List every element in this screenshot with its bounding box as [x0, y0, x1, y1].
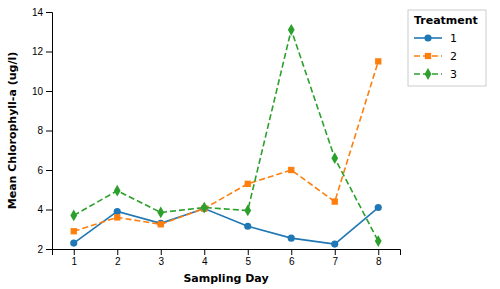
- x-tick: 7: [332, 249, 338, 267]
- x-tick: 6: [289, 249, 295, 267]
- y-tick-label: 14: [32, 7, 44, 18]
- y-tick-label: 4: [37, 204, 43, 215]
- series-point: [70, 240, 77, 247]
- series-point: [375, 235, 382, 247]
- x-axis: 1 2 3 4 5 6 7 8: [53, 249, 401, 267]
- x-tick-label: 1: [71, 256, 77, 267]
- x-tick-mark: [335, 249, 336, 255]
- series-point: [331, 240, 338, 247]
- y-tick-label: 2: [37, 244, 43, 255]
- x-tick-label: 7: [332, 256, 338, 267]
- y-tick-mark: [46, 170, 52, 171]
- x-tick: 2: [115, 249, 121, 267]
- x-tick-label: 3: [158, 256, 164, 267]
- x-tick: 3: [158, 249, 164, 267]
- x-tick-mark: [291, 249, 292, 255]
- x-tick: 8: [376, 249, 382, 267]
- series-point: [114, 185, 121, 197]
- y-tick-mark: [46, 131, 52, 132]
- series-line: [74, 61, 379, 231]
- series-point: [244, 205, 251, 217]
- y-tick-mark: [46, 210, 52, 211]
- x-tick-mark: [378, 249, 379, 255]
- legend-swatch-marker: [425, 53, 431, 59]
- y-axis-title: Mean Chlorophyll-a (ug/l): [6, 52, 19, 210]
- plot: 123456782468101214Sampling DayMean Chlor…: [6, 7, 401, 285]
- legend: Treatment 1 2 3: [408, 10, 486, 86]
- x-tick-mark: [204, 249, 205, 255]
- series-point: [158, 221, 164, 227]
- y-tick-mark: [46, 249, 52, 250]
- series-point: [288, 167, 294, 173]
- series-line: [74, 208, 379, 245]
- series-point: [71, 228, 77, 234]
- legend-entry: 3: [414, 68, 457, 81]
- y-axis: 2 4 6 8 10 12 14: [32, 7, 53, 255]
- series-point: [375, 204, 382, 211]
- series-point: [157, 220, 164, 227]
- series-point: [331, 152, 338, 164]
- x-tick-label: 6: [289, 256, 295, 267]
- legend-label: 2: [450, 50, 457, 63]
- y-tick: 2: [37, 244, 52, 255]
- x-axis-title: Sampling Day: [183, 272, 268, 285]
- y-tick-label: 12: [32, 46, 44, 57]
- y-tick: 6: [37, 165, 52, 176]
- x-tick-label: 4: [202, 256, 208, 267]
- legend-title: Treatment: [414, 14, 478, 27]
- x-tick: 4: [202, 249, 208, 267]
- y-tick-label: 8: [37, 125, 43, 136]
- x-axis-line: [53, 250, 401, 256]
- series-point: [114, 208, 121, 215]
- y-tick: 10: [32, 86, 52, 97]
- series-point: [244, 223, 251, 230]
- y-tick-mark: [46, 91, 52, 92]
- chart: 123456782468101214Sampling DayMean Chlor…: [0, 0, 500, 289]
- series-point: [245, 181, 251, 187]
- x-tick-label: 8: [376, 256, 382, 267]
- series-point: [114, 214, 120, 220]
- series-point: [288, 24, 295, 36]
- y-axis-line: [46, 13, 53, 250]
- series-point: [375, 58, 381, 64]
- y-tick: 8: [37, 125, 52, 136]
- y-tick-mark: [46, 52, 52, 53]
- legend-entry: 2: [414, 50, 457, 63]
- series-point: [201, 202, 208, 214]
- y-tick-label: 10: [32, 86, 44, 97]
- legend-frame: [408, 10, 486, 86]
- x-tick-mark: [117, 249, 118, 255]
- x-tick: 5: [245, 249, 251, 267]
- series-point: [157, 207, 164, 219]
- x-tick-mark: [74, 249, 75, 255]
- marks: [70, 24, 382, 248]
- x-tick-mark: [161, 249, 162, 255]
- x-tick-label: 2: [115, 256, 121, 267]
- series-point: [288, 235, 295, 242]
- y-tick-mark: [46, 12, 52, 13]
- legend-label: 3: [450, 68, 457, 81]
- series-point: [332, 198, 338, 204]
- y-tick: 12: [32, 46, 52, 57]
- series-line: [74, 30, 379, 241]
- legend-entry: 1: [414, 32, 457, 45]
- x-tick: 1: [71, 249, 77, 267]
- x-tick-mark: [248, 249, 249, 255]
- y-tick-label: 6: [37, 165, 43, 176]
- x-tick-label: 5: [245, 256, 251, 267]
- legend-swatch-marker: [425, 68, 432, 80]
- legend-swatch-marker: [424, 34, 431, 41]
- series-point: [70, 210, 77, 222]
- legend-label: 1: [450, 32, 457, 45]
- y-tick: 14: [32, 7, 52, 18]
- y-tick: 4: [37, 204, 52, 215]
